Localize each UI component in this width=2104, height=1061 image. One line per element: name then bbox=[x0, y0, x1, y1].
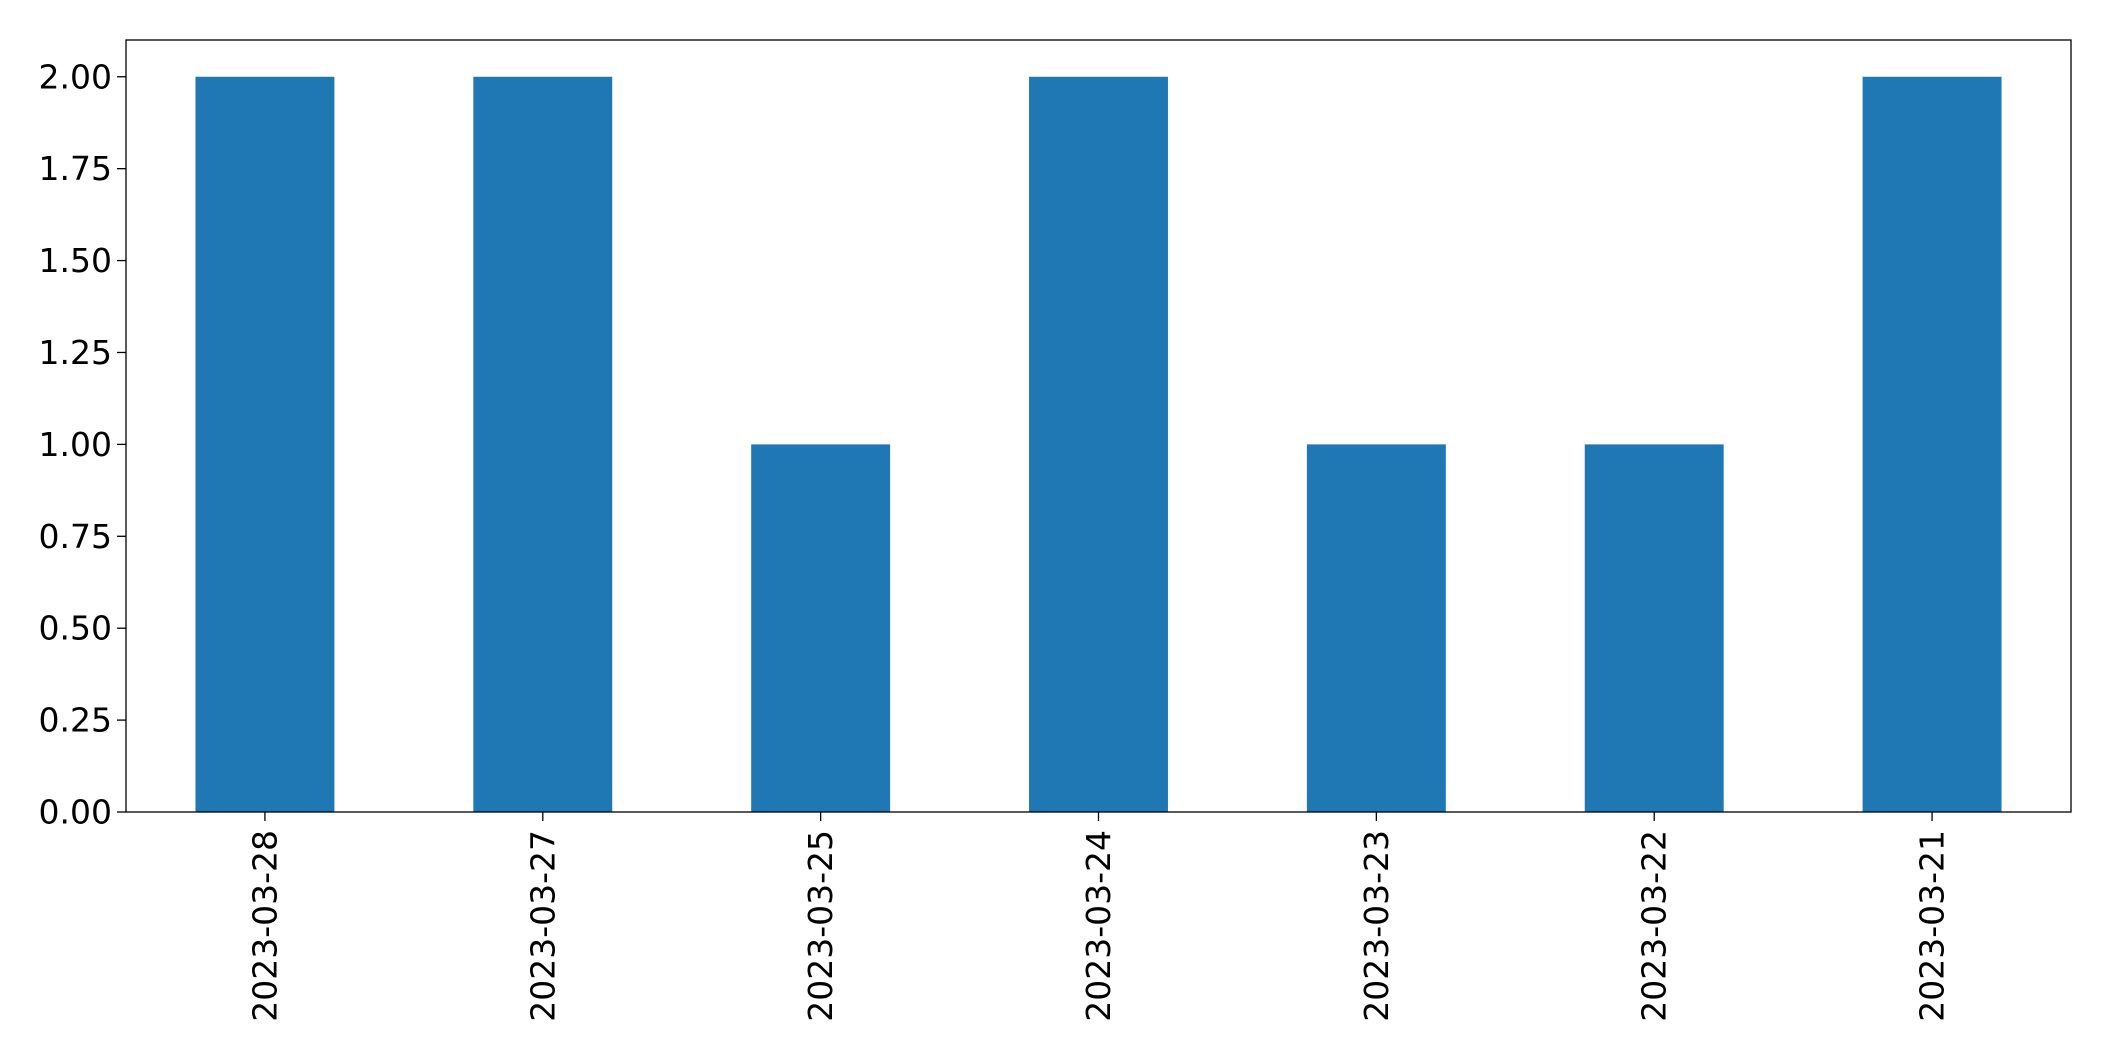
y-tick-label: 0.25 bbox=[39, 701, 112, 740]
y-tick-label: 0.75 bbox=[39, 517, 112, 556]
bar-2023-03-21 bbox=[1862, 76, 2002, 812]
bar-2023-03-22 bbox=[1584, 444, 1724, 812]
bars-group bbox=[195, 76, 2002, 812]
x-tick-label: 2023-03-24 bbox=[1079, 830, 1118, 1022]
bar-2023-03-24 bbox=[1029, 76, 1168, 812]
y-tick-label: 1.50 bbox=[39, 241, 112, 280]
y-tick-label: 1.25 bbox=[39, 333, 112, 372]
x-tick-label: 2023-03-23 bbox=[1357, 830, 1396, 1022]
y-tick-label: 0.50 bbox=[39, 609, 112, 648]
x-tick-label: 2023-03-25 bbox=[801, 830, 840, 1022]
x-tick-label: 2023-03-28 bbox=[245, 830, 284, 1022]
x-tick-label: 2023-03-21 bbox=[1913, 830, 1952, 1022]
x-tick-label: 2023-03-22 bbox=[1635, 830, 1674, 1022]
y-axis: 0.00 0.25 0.50 0.75 1.00 1.25 1.50 1.75 2.00 bbox=[39, 57, 126, 832]
x-tick-label: 2023-03-27 bbox=[523, 830, 562, 1022]
y-tick-label: 1.75 bbox=[39, 149, 112, 188]
bar-2023-03-23 bbox=[1306, 444, 1446, 812]
bar-2023-03-25 bbox=[751, 444, 891, 812]
y-tick-label: 0.00 bbox=[39, 793, 112, 832]
x-axis: 2023-03-28 2023-03-27 2023-03-25 2023-03-24… bbox=[245, 812, 1952, 1022]
bar-2023-03-28 bbox=[195, 76, 335, 812]
y-tick-label: 1.00 bbox=[39, 425, 112, 464]
y-tick-label: 2.00 bbox=[39, 57, 112, 96]
plot-area-frame bbox=[125, 39, 2072, 813]
bar-2023-03-27 bbox=[473, 76, 613, 812]
